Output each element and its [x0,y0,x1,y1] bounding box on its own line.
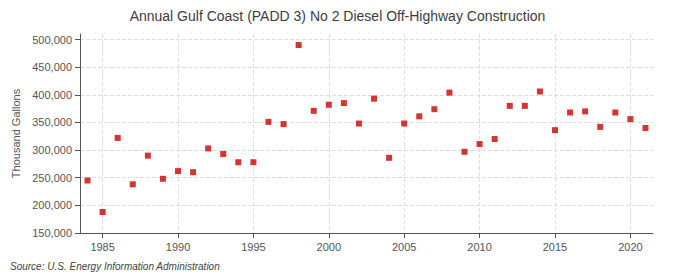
svg-text:2005: 2005 [392,241,416,253]
svg-text:200,000: 200,000 [32,199,72,211]
svg-text:1985: 1985 [90,241,114,253]
svg-text:500,000: 500,000 [32,34,72,46]
svg-text:2010: 2010 [467,241,491,253]
svg-text:2000: 2000 [317,241,341,253]
svg-text:150,000: 150,000 [32,227,72,239]
svg-text:Thousand Gallons: Thousand Gallons [10,88,22,178]
svg-text:Source: U.S. Energy Informatio: Source: U.S. Energy Information Administ… [10,261,220,272]
svg-text:1995: 1995 [241,241,265,253]
svg-text:250,000: 250,000 [32,172,72,184]
svg-text:2020: 2020 [618,241,642,253]
svg-text:350,000: 350,000 [32,116,72,128]
svg-text:400,000: 400,000 [32,89,72,101]
svg-text:2015: 2015 [543,241,567,253]
svg-text:300,000: 300,000 [32,144,72,156]
svg-text:450,000: 450,000 [32,61,72,73]
svg-text:1990: 1990 [166,241,190,253]
svg-text:Annual Gulf Coast (PADD 3) No: Annual Gulf Coast (PADD 3) No 2 Diesel O… [130,8,546,24]
